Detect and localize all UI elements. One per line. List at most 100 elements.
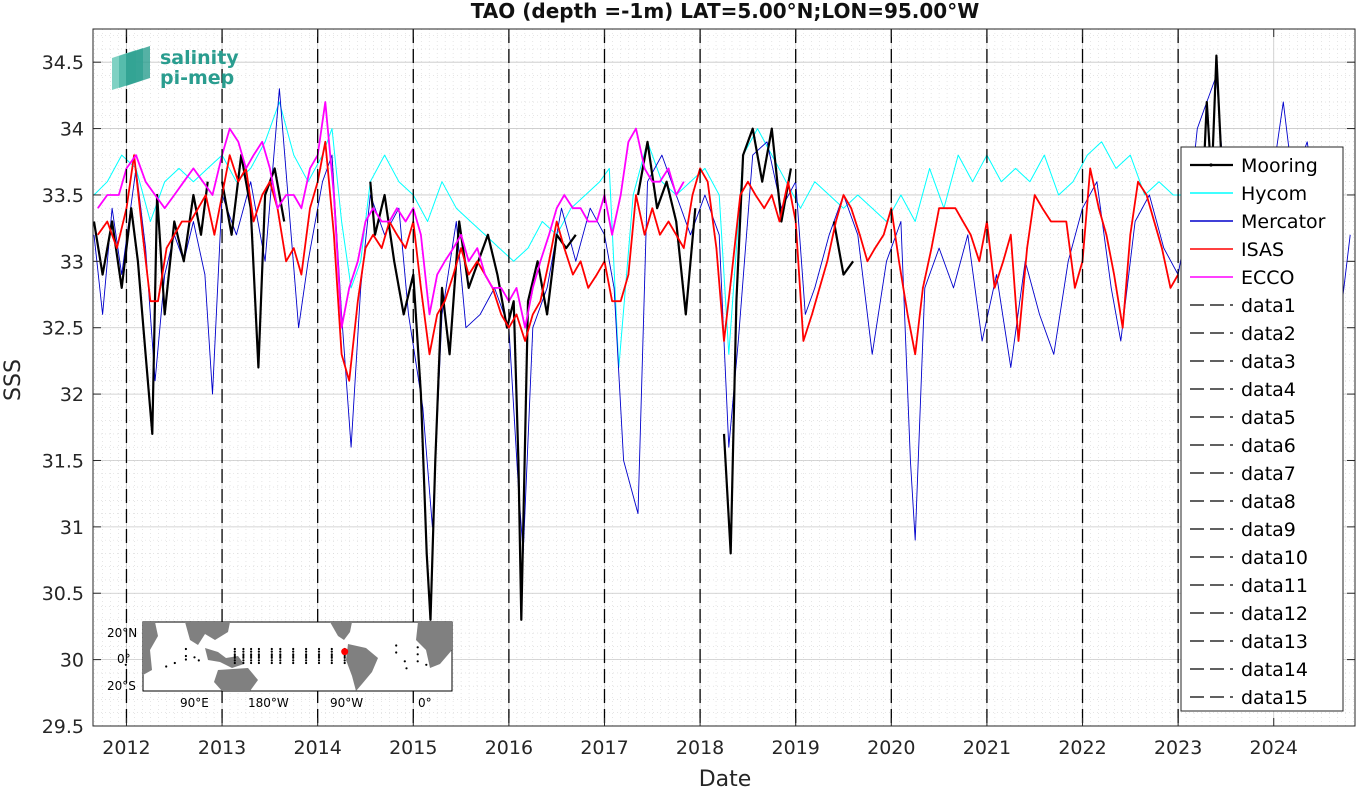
buoy-marker — [257, 661, 260, 665]
buoy-marker — [403, 660, 406, 663]
y-axis-label: SSS — [1, 359, 26, 401]
buoy-marker — [317, 653, 321, 656]
y-tick-label: 30 — [60, 650, 84, 672]
legend-item-hycom: Hycom — [1190, 183, 1307, 205]
legend-item-data10: data10 — [1190, 547, 1308, 569]
buoy-marker — [270, 661, 273, 665]
buoy-marker — [305, 650, 308, 653]
y-axis-ticks: 29.5 30 30.5 31 31.5 32 32.5 33 33.5 34 34.5 — [42, 52, 1355, 738]
buoy-marker — [292, 656, 295, 659]
buoy-marker — [257, 659, 260, 662]
x-tick-label: 2013 — [198, 737, 246, 759]
x-tick-label: 2023 — [1154, 737, 1202, 759]
y-tick-label: 34 — [60, 119, 84, 141]
legend-item-data3: data3 — [1190, 351, 1296, 373]
x-tick-label: 2015 — [389, 737, 437, 759]
buoy-marker — [292, 650, 295, 653]
buoy-marker — [233, 659, 236, 662]
legend-item-data15: data15 — [1190, 687, 1308, 709]
legend-label: data15 — [1241, 687, 1308, 709]
buoy-marker — [279, 656, 282, 659]
buoy-marker — [250, 653, 253, 656]
buoy-marker — [330, 661, 333, 665]
x-tick-label: 2022 — [1058, 737, 1106, 759]
buoy-marker — [250, 656, 253, 659]
legend-item-data14: data14 — [1190, 659, 1308, 681]
buoy-marker — [305, 661, 308, 665]
inset-lon-label-180w: 180°W — [248, 696, 289, 710]
legend-item-data13: data13 — [1190, 631, 1308, 653]
legend-item-mercator: Mercator — [1190, 211, 1326, 233]
buoy-marker — [317, 654, 321, 658]
inset-lon-label-0: 0° — [418, 696, 432, 710]
buoy-marker — [305, 656, 308, 659]
buoy-marker — [184, 647, 187, 651]
plot-frame — [92, 28, 1356, 727]
buoy-marker — [257, 650, 260, 653]
buoy-marker — [317, 647, 321, 651]
buoy-marker — [233, 653, 236, 656]
series-line-mooring — [722, 127, 792, 555]
buoy-marker — [233, 650, 236, 653]
buoy-marker — [233, 661, 236, 665]
buoy-marker — [270, 656, 273, 659]
buoy-marker — [242, 656, 245, 659]
legend-marker — [1209, 163, 1213, 167]
buoy-marker — [330, 653, 333, 656]
series-line-mooring — [369, 181, 577, 621]
logo-line1: salinity — [160, 47, 239, 69]
buoy-marker — [305, 647, 308, 651]
buoy-marker — [242, 661, 245, 665]
series-line-mercator — [93, 75, 1351, 554]
buoy-marker — [270, 654, 273, 658]
buoy-marker — [233, 647, 236, 651]
salinity-pi-mep-logo: salinity pi-mep — [112, 46, 239, 90]
legend-item-data7: data7 — [1190, 463, 1296, 485]
buoy-marker — [184, 654, 187, 658]
series-line-isas — [97, 140, 1179, 382]
legend-label: Mercator — [1241, 211, 1326, 233]
legend-label: data10 — [1241, 547, 1308, 569]
legend-label: data12 — [1241, 603, 1308, 625]
buoy-marker — [242, 653, 245, 656]
legend-item-isas: ISAS — [1190, 239, 1284, 261]
series-line-mooring — [832, 221, 854, 276]
legend-label: data7 — [1241, 463, 1296, 485]
buoy-marker — [279, 659, 282, 662]
buoy-marker — [173, 661, 176, 665]
inset-lon-label-90e: 90°E — [180, 696, 209, 710]
buoy-marker — [343, 661, 346, 665]
year-marker-lines — [125, 29, 1179, 726]
buoy-marker — [165, 665, 168, 668]
series-layer — [93, 54, 1351, 621]
buoy-marker — [233, 656, 236, 659]
x-tick-label: 2024 — [1250, 737, 1298, 759]
y-tick-label: 32.5 — [42, 318, 84, 340]
y-tick-label: 32 — [60, 384, 84, 406]
y-tick-label: 33.5 — [42, 185, 84, 207]
legend-item-data2: data2 — [1190, 323, 1296, 345]
buoy-marker — [305, 659, 308, 662]
legend-label: data2 — [1241, 323, 1296, 345]
buoy-marker — [416, 646, 419, 649]
buoy-marker — [257, 654, 260, 658]
legend-label: data9 — [1241, 519, 1296, 541]
legend-label: data5 — [1241, 407, 1296, 429]
legend-label: Hycom — [1241, 183, 1307, 205]
legend-label: ISAS — [1241, 239, 1284, 261]
buoy-marker — [270, 659, 273, 662]
buoy-marker — [193, 656, 196, 659]
buoy-marker — [279, 661, 282, 665]
legend-label: data3 — [1241, 351, 1296, 373]
chart-title: TAO (depth =-1m) LAT=5.00°N;LON=95.00°W — [471, 0, 980, 23]
buoy-marker — [242, 654, 245, 658]
buoy-marker — [242, 647, 245, 651]
buoy-marker — [292, 659, 295, 662]
tao-buoy-array — [124, 644, 428, 670]
x-tick-label: 2016 — [485, 737, 533, 759]
logo-icon — [112, 46, 150, 90]
buoy-marker — [317, 656, 321, 659]
buoy-marker — [330, 659, 333, 662]
buoy-marker — [124, 663, 127, 666]
